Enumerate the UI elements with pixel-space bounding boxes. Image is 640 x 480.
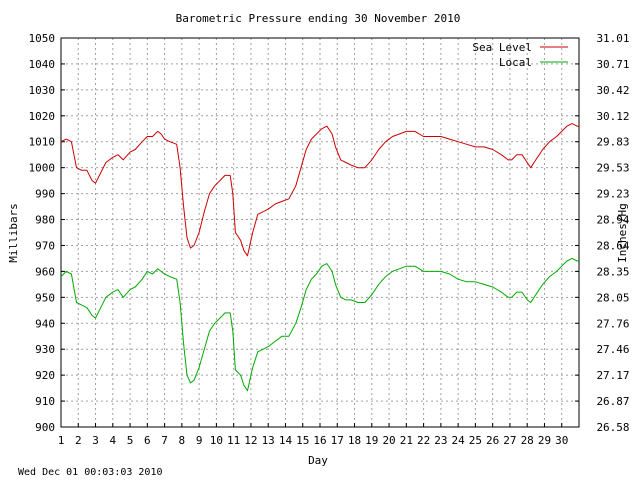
series-lines <box>60 123 579 392</box>
x-tick-label: 2 <box>75 434 82 447</box>
x-tick-label: 13 <box>262 434 275 447</box>
right-tick-label: 29.23 <box>596 188 629 201</box>
right-tick-label: 26.87 <box>596 395 629 408</box>
right-tick-label: 29.53 <box>596 162 629 175</box>
left-tick-label: 990 <box>35 188 55 201</box>
x-tick-label: 23 <box>434 434 447 447</box>
right-tick-label: 27.46 <box>596 343 629 356</box>
x-tick-label: 30 <box>555 434 568 447</box>
series-line-sea-level <box>60 123 579 257</box>
x-tick-label: 14 <box>279 434 293 447</box>
x-tick-label: 19 <box>365 434 378 447</box>
left-tick-label: 1020 <box>29 110 56 123</box>
left-tick-label: 970 <box>35 239 55 252</box>
x-tick-label: 1 <box>58 434 65 447</box>
legend-label-local: Local <box>499 56 532 69</box>
left-tick-label: 1040 <box>29 58 56 71</box>
left-tick-label: 900 <box>35 421 55 434</box>
x-tick-label: 28 <box>521 434 534 447</box>
right-axis-ticks: 26.58 26.87 27.17 27.46 27.76 28.05 28.35 28.64… <box>575 32 630 434</box>
series-line-local <box>60 257 579 392</box>
left-tick-label: 920 <box>35 369 55 382</box>
left-tick-label: 910 <box>35 395 55 408</box>
right-tick-label: 28.64 <box>596 239 629 252</box>
x-tick-label: 27 <box>503 434 516 447</box>
right-tick-label: 27.17 <box>596 369 629 382</box>
x-tick-label: 12 <box>244 434 257 447</box>
right-tick-label: 31.01 <box>596 32 629 45</box>
x-tick-label: 17 <box>331 434 344 447</box>
x-tick-label: 11 <box>227 434 240 447</box>
right-tick-label: 30.42 <box>596 84 629 97</box>
x-tick-label: 29 <box>538 434 551 447</box>
x-axis-ticks: 1 2 3 4 5 6 7 8 9 10 11 12 13 14 15 16 17 18 19 20 21 22 23 24 2… <box>58 423 568 447</box>
x-tick-label: 25 <box>469 434 482 447</box>
chart-title: Barometric Pressure ending 30 November 2… <box>176 12 461 25</box>
legend: Sea Level Local <box>472 41 568 69</box>
left-tick-label: 930 <box>35 343 55 356</box>
right-tick-label: 29.83 <box>596 136 629 149</box>
timestamp: Wed Dec 01 00:03:03 2010 <box>18 467 163 478</box>
x-tick-label: 8 <box>179 434 186 447</box>
right-tick-label: 30.71 <box>596 58 629 71</box>
x-tick-label: 3 <box>92 434 99 447</box>
x-tick-label: 22 <box>417 434 430 447</box>
right-tick-label: 28.94 <box>596 214 629 227</box>
x-tick-label: 7 <box>161 434 168 447</box>
left-tick-label: 940 <box>35 317 55 330</box>
right-axis-label: Inches/Hg <box>616 203 629 263</box>
right-tick-label: 28.35 <box>596 265 629 278</box>
grid-lines <box>61 38 579 427</box>
left-axis-ticks: 900 910 920 930 940 950 960 970 980 990 1000 1010 10… <box>29 32 65 434</box>
x-tick-label: 9 <box>196 434 203 447</box>
x-tick-label: 20 <box>382 434 395 447</box>
x-tick-label: 26 <box>486 434 499 447</box>
left-tick-label: 1000 <box>29 162 56 175</box>
x-tick-label: 21 <box>400 434 413 447</box>
right-tick-label: 28.05 <box>596 291 629 304</box>
x-axis-label: Day <box>308 454 328 467</box>
right-tick-label: 27.76 <box>596 317 629 330</box>
right-tick-label: 26.58 <box>596 421 629 434</box>
x-tick-label: 6 <box>144 434 151 447</box>
left-tick-label: 1050 <box>29 32 56 45</box>
left-tick-label: 1010 <box>29 136 56 149</box>
x-tick-label: 10 <box>210 434 223 447</box>
legend-label-sea-level: Sea Level <box>472 41 532 54</box>
x-tick-label: 18 <box>348 434 361 447</box>
x-tick-label: 16 <box>313 434 326 447</box>
x-tick-label: 24 <box>452 434 466 447</box>
x-tick-label: 15 <box>296 434 309 447</box>
left-tick-label: 950 <box>35 291 55 304</box>
left-axis-label: Millibars <box>7 203 20 263</box>
right-tick-label: 30.12 <box>596 110 629 123</box>
left-tick-label: 960 <box>35 265 55 278</box>
x-tick-label: 5 <box>127 434 134 447</box>
left-tick-label: 1030 <box>29 84 56 97</box>
left-tick-label: 980 <box>35 214 55 227</box>
x-tick-label: 4 <box>109 434 116 447</box>
